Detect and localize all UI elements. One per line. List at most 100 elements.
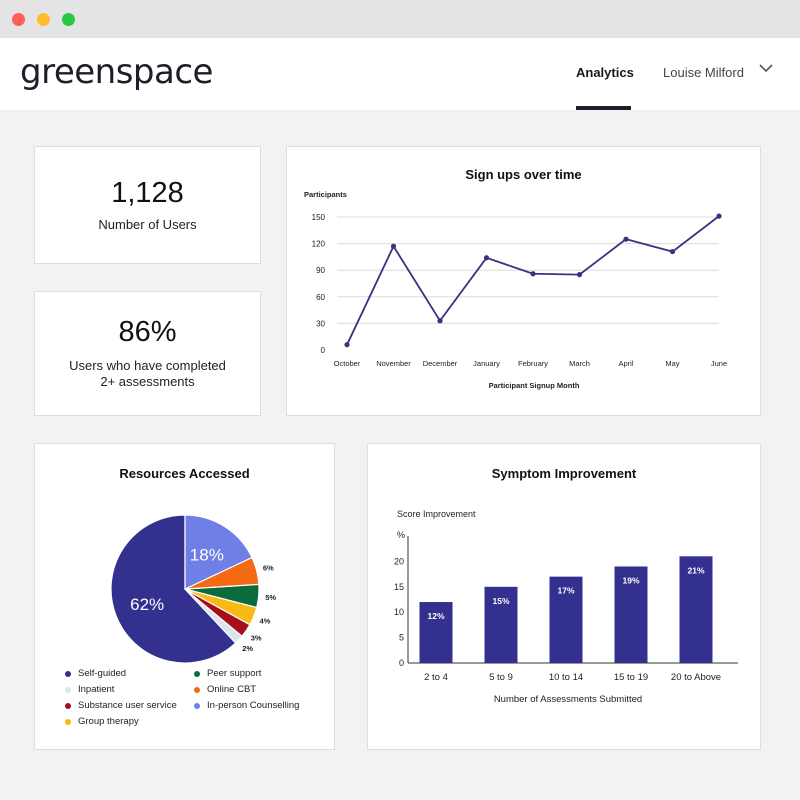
symptom-chart-title: Symptom Improvement	[491, 466, 637, 481]
pie-slice-label: 18%	[190, 546, 224, 565]
pie-slice-label: 62%	[130, 595, 164, 614]
bar	[679, 556, 713, 663]
bar-ytick-label: 0	[399, 658, 404, 668]
completed-stat-card: 86% Users who have completed 2+ assessme…	[34, 291, 261, 416]
line-xtick-label: February	[518, 359, 548, 368]
legend-item: Inpatient	[65, 684, 114, 695]
legend-swatch	[65, 670, 71, 677]
bar-ytick-label: 20	[394, 556, 404, 566]
bar-value-label: 12%	[427, 611, 444, 621]
completed-label-line1: Users who have completed	[69, 358, 226, 373]
user-menu-name[interactable]: Louise Milford	[663, 65, 744, 80]
legend-item: Peer support	[194, 668, 261, 679]
window-titlebar	[0, 0, 800, 38]
line-data-point	[623, 236, 629, 242]
legend-swatch	[65, 718, 71, 725]
legend-swatch	[194, 702, 200, 709]
legend-item: Group therapy	[65, 716, 139, 727]
legend-label: Self-guided	[78, 668, 127, 679]
bar-category-label: 2 to 4	[424, 672, 448, 683]
legend-item: Online CBT	[194, 684, 256, 695]
line-xtick-label: October	[334, 359, 361, 368]
line-ytick-label: 30	[316, 319, 325, 328]
line-xtick-label: April	[618, 359, 633, 368]
bar-ylabel: %	[397, 530, 405, 540]
legend-item: Substance user service	[65, 700, 177, 711]
active-tab-indicator	[576, 106, 631, 110]
line-data-point	[390, 243, 397, 249]
legend-swatch	[65, 702, 71, 709]
line-xtick-label: May	[665, 359, 679, 368]
bar-ytick-label: 10	[394, 607, 404, 617]
bar-value-label: 17%	[557, 586, 574, 596]
completed-label-line2: 2+ assessments	[100, 374, 195, 389]
legend-item: Self-guided	[65, 668, 126, 679]
signups-series-line	[346, 215, 720, 346]
legend-label: Inpatient	[78, 684, 115, 695]
legend-label: Group therapy	[78, 716, 139, 727]
line-xtick-label: March	[569, 359, 590, 368]
users-label: Number of Users	[98, 217, 197, 232]
close-window-button[interactable]	[12, 13, 25, 26]
pie-slice-label: 5%	[265, 593, 276, 602]
maximize-window-button[interactable]	[62, 13, 75, 26]
signups-chart-card: Sign ups over time Participants Particip…	[286, 146, 761, 416]
line-ytick-label: 120	[312, 240, 326, 249]
app-header: greenspace Analytics Louise Milford	[0, 38, 800, 110]
bar	[484, 586, 518, 663]
resources-pie-chart: 62% 2% 3% 4% 5% 6% 18%	[110, 514, 276, 664]
bar-subtitle: Score Improvement	[397, 509, 476, 519]
legend-item: In-person Counselling	[194, 700, 299, 711]
line-xlabel: Participant Signup Month	[489, 381, 580, 390]
line-ytick-label: 90	[316, 266, 325, 275]
bar	[614, 566, 648, 663]
line-data-point	[576, 272, 583, 278]
bar	[549, 576, 583, 663]
chevron-down-icon[interactable]	[758, 62, 774, 74]
line-data-point	[530, 271, 536, 277]
bar-value-label: 19%	[622, 575, 639, 585]
legend-label: Peer support	[207, 668, 262, 679]
pie-slice-label: 6%	[263, 564, 274, 573]
line-ylabel: Participants	[304, 190, 347, 199]
bar	[419, 602, 453, 663]
pie-slice	[184, 514, 253, 590]
bar-category-label: 5 to 9	[489, 672, 513, 683]
resources-chart-card: Resources Accessed 62% 2% 3% 4% 5% 6% 18% Self…	[34, 443, 335, 750]
legend-label: Substance user service	[78, 700, 177, 711]
line-xtick-label: January	[473, 359, 500, 368]
bar-value-label: 21%	[687, 565, 704, 575]
bar-value-label: 15%	[492, 596, 509, 606]
line-data-point	[344, 342, 350, 348]
line-ytick-label: 60	[316, 293, 325, 302]
legend-label: Online CBT	[207, 684, 257, 695]
pie-slice-label: 3%	[251, 633, 262, 642]
signups-line-chart: Participants Participant Signup Month 0 3…	[304, 190, 727, 390]
completed-percent: 86%	[118, 316, 177, 348]
greenspace-logo[interactable]: greenspace	[20, 52, 213, 92]
nav-analytics-tab[interactable]: Analytics	[576, 65, 634, 80]
line-ytick-label: 0	[321, 346, 326, 355]
legend-swatch	[194, 670, 200, 677]
line-data-point	[437, 318, 443, 324]
bar-ytick-label: 15	[394, 582, 404, 592]
bar-xlabel: Number of Assessments Submitted	[494, 694, 642, 705]
line-xtick-label: June	[711, 359, 727, 368]
legend-swatch	[194, 686, 200, 693]
bar-ytick-label: 5	[399, 633, 404, 643]
minimize-window-button[interactable]	[37, 13, 50, 26]
bar-category-label: 10 to 14	[549, 672, 583, 683]
symptom-bar-chart: Score Improvement % Number of Assessment…	[394, 509, 738, 705]
users-count: 1,128	[111, 177, 184, 209]
line-data-point	[483, 255, 490, 261]
pie-slice-label: 4%	[260, 617, 271, 626]
line-xtick-label: November	[376, 359, 411, 368]
pie-slice	[110, 514, 237, 664]
line-xtick-label: December	[423, 359, 458, 368]
pie-slice-label: 2%	[242, 644, 253, 653]
line-ytick-label: 150	[312, 213, 326, 222]
bar-category-label: 20 to Above	[671, 672, 721, 683]
line-data-point	[669, 248, 676, 255]
users-stat-card: 1,128 Number of Users	[34, 146, 261, 264]
resources-chart-title: Resources Accessed	[119, 466, 250, 481]
